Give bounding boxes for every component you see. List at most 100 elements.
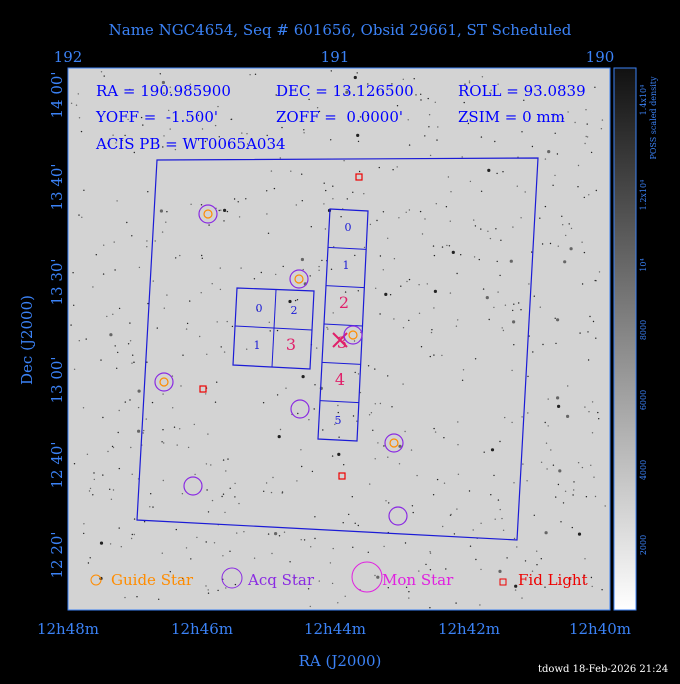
sky-dot [222, 555, 224, 557]
sky-dot [523, 99, 525, 102]
sky-dot [496, 172, 498, 175]
sky-dot [392, 169, 394, 171]
sky-dot [211, 499, 214, 502]
info-zsim: ZSIM = 0 mm [458, 108, 565, 126]
sky-dot [120, 546, 123, 548]
sky-dot [190, 203, 192, 205]
chip-divider [234, 325, 313, 331]
fid-light [338, 472, 346, 480]
sky-dot [584, 406, 586, 408]
sky-dot [549, 242, 552, 245]
sky-dot [573, 489, 575, 491]
sky-dot [587, 359, 590, 361]
sky-dot [453, 533, 456, 535]
sky-dot [431, 329, 433, 331]
sky-dot [590, 576, 593, 579]
sky-dot [457, 444, 459, 446]
sky-dot [358, 170, 361, 173]
sky-dot [436, 478, 439, 481]
sky-dot [229, 487, 231, 489]
sky-dot [455, 325, 458, 327]
sky-dot [413, 78, 415, 80]
sky-dot [502, 329, 505, 332]
sky-dot [441, 354, 443, 357]
sky-dot [378, 166, 380, 169]
sky-dot [176, 444, 178, 446]
chip-label: 0 [345, 221, 352, 234]
sky-dot [193, 423, 195, 426]
sky-dot [314, 516, 316, 518]
sky-dot [478, 258, 480, 261]
sky-dot [231, 325, 234, 328]
sky-dot [130, 446, 132, 449]
field-of-view [136, 157, 539, 541]
sky-dot [460, 254, 462, 256]
sky-dot [594, 279, 596, 282]
sky-dot [408, 597, 410, 599]
sky-dot [230, 118, 232, 121]
colorbar-tick: 1.4x10⁴ [639, 85, 648, 116]
sky-dot [474, 358, 477, 360]
sky-dot [114, 345, 116, 347]
sky-dot [499, 440, 501, 443]
sky-dot [154, 240, 156, 242]
sky-dot [300, 449, 302, 451]
sky-dot [532, 351, 534, 353]
sky-dot [238, 502, 240, 505]
sky-dot [468, 490, 471, 492]
sky-dot [480, 136, 483, 138]
sky-dot [511, 369, 513, 372]
sky-dot [307, 588, 310, 590]
sky-dot [441, 246, 444, 248]
sky-dot [480, 190, 483, 192]
sky-dot [544, 531, 548, 535]
sky-dot [162, 429, 164, 431]
sky-dot [497, 499, 500, 501]
sky-dot [205, 585, 207, 587]
chip-outline [232, 287, 315, 370]
title: Name NGC4654, Seq # 601656, Obsid 29661,… [109, 21, 572, 39]
sky-dot [495, 228, 497, 230]
sky-dot [405, 586, 408, 588]
sky-dot [415, 94, 417, 96]
sky-dot [191, 116, 193, 118]
sky-dot [408, 144, 411, 146]
sky-dot [327, 328, 329, 330]
sky-dot [461, 156, 463, 158]
sky-dot [130, 537, 133, 540]
sky-dot [558, 469, 562, 473]
sky-dot [512, 226, 514, 228]
sky-dot [451, 250, 455, 254]
sky-dot [133, 518, 136, 520]
acq-star [289, 269, 309, 289]
sky-dot [207, 433, 209, 435]
sky-dot [391, 406, 393, 408]
sky-dot [482, 288, 485, 290]
x-axis-label: RA (J2000) [299, 652, 382, 670]
sky-dot [185, 547, 188, 549]
sky-dot [555, 496, 557, 498]
sky-dot [541, 243, 544, 245]
sky-dot [210, 464, 212, 466]
sky-dot [354, 371, 356, 374]
sky-dot [499, 508, 501, 511]
sky-dot [571, 526, 573, 529]
sky-dot [481, 76, 484, 78]
sky-dot [509, 259, 513, 263]
sky-dot [556, 396, 560, 400]
sky-dot [446, 244, 448, 247]
sky-dot [282, 265, 284, 268]
left-tick: 12 20' [48, 531, 66, 578]
sky-dot [513, 482, 515, 484]
sky-dot [379, 255, 382, 257]
sky-dot [573, 481, 575, 483]
sky-dot [480, 228, 482, 230]
sky-dot [462, 369, 465, 371]
sky-dot [388, 502, 390, 504]
sky-dot [332, 198, 334, 200]
info-acis: ACIS PB = WT0065A034 [95, 135, 286, 153]
sky-dot [554, 132, 556, 134]
sky-dot [322, 429, 324, 431]
sky-dot [246, 133, 248, 135]
sky-dot [129, 340, 132, 342]
